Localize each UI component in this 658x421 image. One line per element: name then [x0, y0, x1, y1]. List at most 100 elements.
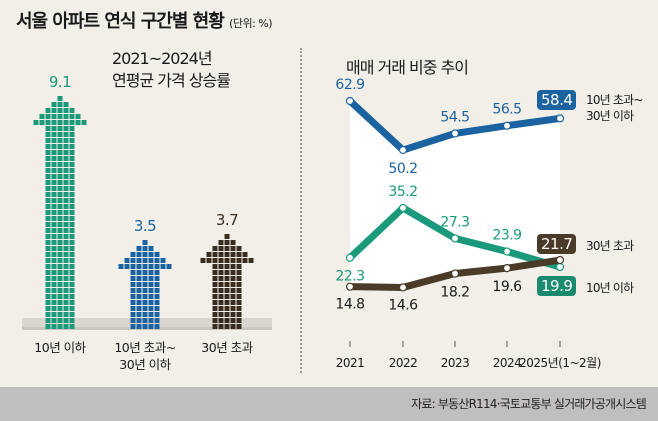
arrow-pixel [230, 246, 236, 251]
arrow-pixel [230, 282, 236, 287]
arrow-pixel [51, 132, 57, 137]
arrow-pixel [57, 288, 63, 293]
arrow-pixel [154, 294, 160, 299]
arrow-pixel [69, 294, 75, 299]
arrow-pixel [69, 132, 75, 137]
arrow-pixel [236, 252, 242, 257]
arrow-pixel [51, 108, 57, 113]
arrow-pixel [69, 306, 75, 311]
bar-category-label: 10년 이하 [34, 340, 86, 355]
x-tick-label: 2024 [493, 356, 522, 370]
arrow-pixel [148, 282, 154, 287]
arrow-pixel [142, 240, 148, 245]
arrow-pixel [63, 312, 69, 317]
arrow-pixel [57, 186, 63, 191]
arrow-pixel [230, 288, 236, 293]
arrow-pixel [63, 252, 69, 257]
area-fill [350, 101, 560, 288]
arrow-pixel [230, 276, 236, 281]
arrow-pixel [45, 138, 51, 143]
arrow-pixel [69, 162, 75, 167]
arrow-pixel [224, 258, 230, 263]
arrow-pixel [45, 252, 51, 257]
arrow-pixel [75, 120, 81, 125]
arrow-pixel [236, 300, 242, 305]
arrow-pixel [45, 132, 51, 137]
data-label: 18.2 [440, 285, 469, 301]
arrow-pixel [142, 282, 148, 287]
arrow-pixel [45, 264, 51, 269]
arrow-pixel [224, 234, 230, 239]
data-point [398, 283, 408, 292]
arrow-pixel [69, 216, 75, 221]
arrow-pixel [212, 252, 218, 257]
arrow-pixel [45, 150, 51, 155]
data-point [345, 282, 355, 291]
arrow-pixel [39, 114, 45, 119]
data-point [345, 253, 355, 262]
arrow-pixel [69, 150, 75, 155]
arrow-pixel [51, 312, 57, 317]
arrow-pixel [154, 258, 160, 263]
arrow-pixel [236, 318, 242, 323]
arrow-pixel [69, 210, 75, 215]
arrow-pixel [51, 198, 57, 203]
arrow-pixel [230, 324, 236, 329]
arrow-pixel [45, 300, 51, 305]
bar-value-label: 3.5 [134, 217, 156, 235]
arrow-pixel [230, 312, 236, 317]
arrow-pixel [51, 246, 57, 251]
arrow-pixel [236, 258, 242, 263]
arrow-pixel [57, 96, 63, 101]
arrow-pixel [57, 312, 63, 317]
arrow-pixel [57, 276, 63, 281]
arrow-pixel [148, 276, 154, 281]
arrow-pixel [224, 300, 230, 305]
arrow-pixel [69, 126, 75, 131]
arrow-pixel [142, 276, 148, 281]
arrow-pixel [212, 312, 218, 317]
arrow-pixel [69, 168, 75, 173]
arrow-pixel [57, 138, 63, 143]
arrow-pixel [51, 126, 57, 131]
arrow-pixel [57, 252, 63, 257]
data-point [450, 269, 460, 278]
arrow-pixel [242, 258, 248, 263]
arrow-pixel [224, 252, 230, 257]
data-label: 54.5 [440, 109, 469, 125]
arrow-pixel [45, 246, 51, 251]
arrow-pixel [142, 270, 148, 275]
arrow-pixel [57, 102, 63, 107]
arrow-pixel [136, 288, 142, 293]
arrow-pixel [136, 276, 142, 281]
arrow-pixel [51, 282, 57, 287]
arrow-pixel [63, 198, 69, 203]
arrow-pixel [218, 288, 224, 293]
arrow-pixel [212, 246, 218, 251]
arrow-pixel [148, 288, 154, 293]
arrow-pixel [57, 198, 63, 203]
series-name-label: 30년 초과 [586, 238, 634, 254]
arrow-pixel [142, 288, 148, 293]
arrow-pixel [63, 306, 69, 311]
arrow-pixel [230, 318, 236, 323]
arrow-pixel [118, 264, 124, 269]
arrow-pixel [63, 120, 69, 125]
arrow-pixel [69, 282, 75, 287]
arrow-pixel [57, 144, 63, 149]
arrow-pixel [39, 120, 45, 125]
arrow-pixel [236, 294, 242, 299]
arrow-pixel [51, 102, 57, 107]
arrow-pixel [51, 264, 57, 269]
arrow-pixel [69, 264, 75, 269]
arrow-pixel [63, 276, 69, 281]
arrow-pixel [51, 252, 57, 257]
arrow-pixel [142, 318, 148, 323]
arrow-0 [33, 96, 87, 329]
arrow-pixel [130, 264, 136, 269]
arrow-pixel [69, 270, 75, 275]
arrow-pixel [51, 258, 57, 263]
arrow-pixel [45, 216, 51, 221]
arrow-pixel [57, 270, 63, 275]
arrow-pixel [45, 324, 51, 329]
